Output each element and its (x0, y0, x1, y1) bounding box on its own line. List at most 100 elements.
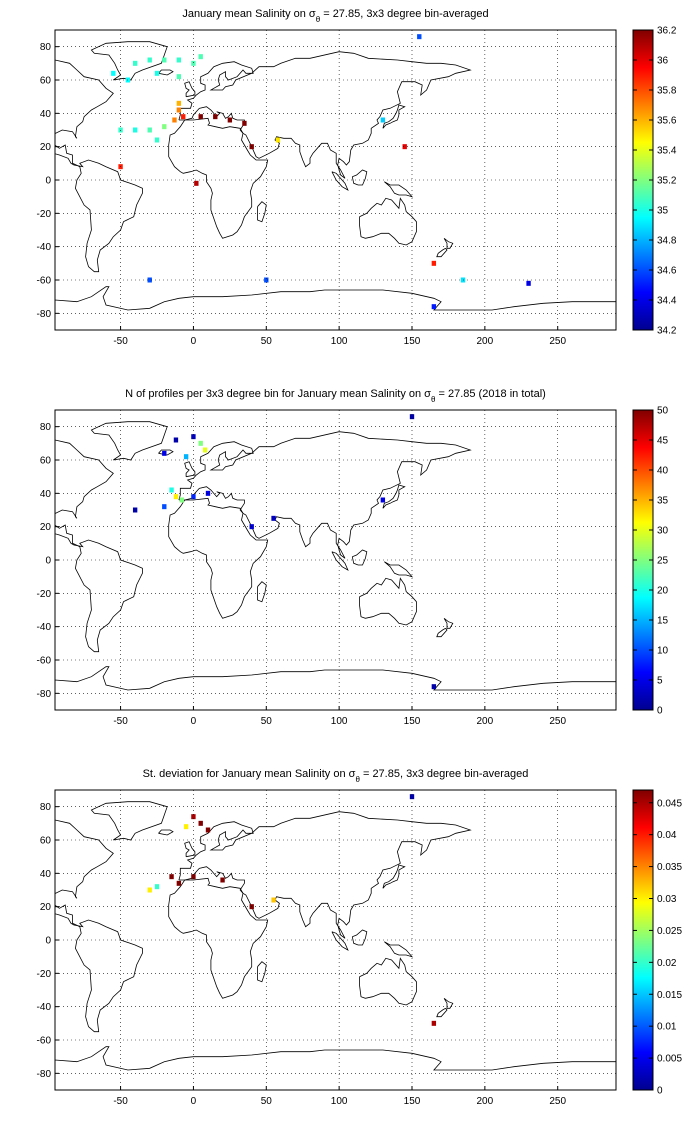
data-cell (169, 487, 174, 493)
x-tick-label: 250 (549, 336, 566, 347)
x-tick-label: 200 (477, 716, 494, 727)
data-cell (183, 454, 189, 460)
coastline-europe (178, 811, 472, 939)
data-cell (176, 57, 182, 63)
data-cell (213, 114, 218, 120)
data-cell (162, 504, 167, 510)
data-cell (169, 874, 174, 880)
chart-panel-1: January mean Salinity on σθ = 27.85, 3x3… (37, 8, 677, 347)
data-cell (417, 34, 422, 40)
coastline-nz_north (443, 617, 454, 629)
data-cell (132, 507, 138, 513)
coastline-greenland (90, 421, 168, 461)
data-cell (271, 515, 276, 521)
data-cell (205, 827, 211, 833)
x-tick-label: 50 (261, 336, 273, 347)
colorbar-tick-label: 50 (657, 406, 669, 417)
colorbar-tick-label: 34.4 (657, 296, 677, 307)
colorbar-tick-label: 25 (657, 556, 669, 567)
data-cell (111, 70, 116, 76)
data-cell (179, 497, 184, 503)
colorbar-tick-label: 45 (657, 436, 669, 447)
y-tick-label: 20 (40, 142, 52, 153)
data-cell (132, 60, 138, 66)
y-tick-label: 40 (40, 109, 52, 120)
colorbar-tick-label: 34.2 (657, 326, 677, 337)
data-cell (132, 127, 138, 133)
data-cell (431, 684, 437, 690)
data-cell (202, 447, 208, 453)
colorbar-tick-label: 15 (657, 616, 669, 627)
chart-title-prefix: St. deviation for January mean Salinity … (143, 768, 356, 780)
x-tick-label: 150 (404, 716, 421, 727)
data-cell (147, 277, 152, 283)
data-cell (147, 57, 152, 63)
y-tick-label: -60 (37, 656, 52, 667)
data-cell (409, 794, 415, 800)
data-cell (162, 124, 167, 130)
chart-title: N of profiles per 3x3 degree bin for Jan… (125, 388, 546, 404)
y-tick-label: 60 (40, 836, 52, 847)
colorbar-tick-label: 35.2 (657, 176, 677, 187)
x-tick-label: 200 (477, 336, 494, 347)
chart-title-suffix: = 27.85, 3x3 degree bin-averaged (360, 768, 529, 780)
coastline-newguinea (384, 941, 414, 958)
data-cell (176, 107, 182, 113)
y-tick-label: -80 (37, 689, 52, 700)
colorbar-tick-label: 0.015 (657, 990, 682, 1001)
x-tick-label: 50 (261, 716, 273, 727)
y-tick-label: -80 (37, 309, 52, 320)
data-cell (227, 117, 233, 123)
coastline-japan (382, 484, 406, 509)
y-tick-label: -40 (37, 1002, 52, 1013)
colorbar-tick-label: 0 (657, 706, 663, 717)
data-cell (275, 137, 281, 143)
coastline-australia (359, 197, 417, 246)
data-cell (191, 434, 196, 440)
y-tick-label: 0 (45, 936, 51, 947)
y-tick-label: 60 (40, 76, 52, 87)
data-cell (242, 120, 247, 126)
chart-title: January mean Salinity on σθ = 27.85, 3x3… (182, 8, 488, 24)
data-cell (198, 440, 203, 446)
x-tick-label: 250 (549, 716, 566, 727)
data-cell (176, 74, 182, 80)
coastline-britain (184, 841, 196, 858)
coastline-americas (55, 59, 143, 273)
y-tick-label: -60 (37, 1036, 52, 1047)
data-cell (181, 114, 186, 120)
y-tick-label: 80 (40, 42, 52, 53)
y-tick-label: -20 (37, 589, 52, 600)
data-cell (154, 884, 160, 890)
coastline-americas (55, 439, 143, 653)
y-tick-label: 80 (40, 802, 52, 813)
coastline-japan (382, 864, 406, 889)
coastline-sumatra (331, 551, 349, 571)
data-cell (198, 54, 203, 60)
x-tick-label: -50 (113, 336, 128, 347)
data-cell (380, 117, 386, 123)
coastline-africa (168, 497, 269, 619)
y-tick-label: 40 (40, 869, 52, 880)
coastline-newguinea (384, 181, 414, 198)
y-tick-label: -20 (37, 209, 52, 220)
data-cell (173, 437, 179, 443)
colorbar-tick-label: 0.035 (657, 862, 682, 873)
data-cell (176, 880, 182, 886)
coastline-greenland (90, 41, 168, 81)
chart-panel-3: St. deviation for January mean Salinity … (37, 768, 683, 1107)
coastline-africa (168, 117, 269, 239)
coastline-americas (55, 819, 143, 1033)
x-tick-label: 50 (261, 1096, 273, 1107)
y-tick-label: -20 (37, 969, 52, 980)
data-cell (147, 127, 152, 133)
colorbar-tick-label: 36.2 (657, 26, 677, 37)
coastline-africa (168, 877, 269, 999)
colorbar-tick-label: 5 (657, 676, 663, 687)
data-cell (162, 450, 167, 456)
x-tick-label: 150 (404, 336, 421, 347)
y-tick-label: 60 (40, 456, 52, 467)
coastline-borneo (351, 169, 368, 186)
data-cell (191, 494, 196, 500)
y-tick-label: 0 (45, 556, 51, 567)
